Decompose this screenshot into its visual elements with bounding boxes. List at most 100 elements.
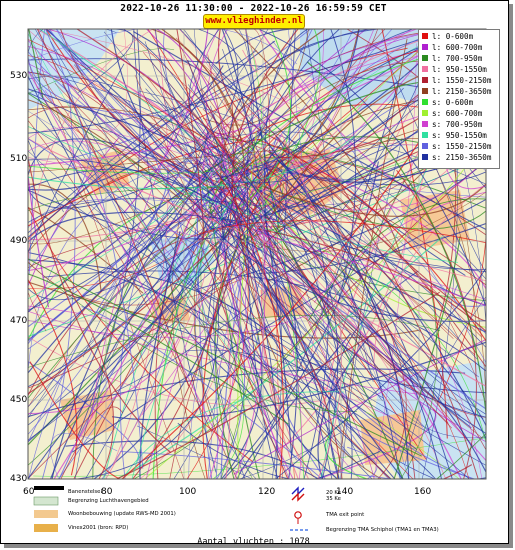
x-tick-label: 120 — [258, 487, 276, 497]
flight-track — [328, 270, 419, 479]
legend-label: s: 700-950m — [432, 120, 483, 129]
flight-track — [196, 233, 289, 479]
flight-track — [116, 291, 440, 479]
flight-track — [278, 29, 379, 220]
flight-corridor — [207, 54, 280, 425]
flight-track — [373, 183, 486, 365]
flight-track — [316, 464, 473, 479]
y-tick-label: 530 — [10, 71, 28, 81]
flight-corridor — [150, 116, 452, 429]
flight-track — [74, 302, 140, 479]
flight-track — [28, 156, 255, 374]
legend-swatch — [422, 154, 428, 160]
legend-swatch — [422, 88, 428, 94]
flight-track — [242, 29, 258, 73]
flight-corridor — [211, 64, 478, 360]
legend-item: l: 2150-3650m — [422, 86, 491, 97]
flight-track — [270, 29, 453, 193]
flight-track — [28, 197, 227, 223]
flight-track — [202, 153, 286, 479]
time-range-title: 2022-10-26 11:30:00 - 2022-10-26 16:59:5… — [120, 3, 387, 14]
flight-track — [216, 171, 284, 479]
flight-track — [28, 126, 458, 263]
flight-track — [186, 29, 393, 109]
legend-item: s: 2150-3650m — [422, 152, 491, 163]
flight-track — [28, 78, 64, 213]
flight-track — [263, 29, 309, 237]
flight-track — [276, 265, 486, 410]
flight-track — [60, 406, 124, 479]
legend-swatch — [422, 33, 428, 39]
flight-track — [264, 73, 479, 479]
flight-track — [46, 29, 472, 429]
flight-track — [248, 29, 321, 230]
flight-track — [299, 161, 486, 322]
plot-border — [27, 28, 487, 480]
flight-track — [28, 50, 257, 234]
flight-track — [177, 422, 486, 479]
flight-track — [28, 305, 410, 427]
flight-track — [28, 166, 464, 337]
runway-label: Banenstelsel — [68, 489, 102, 495]
flight-track — [28, 88, 230, 164]
flight-track — [28, 336, 322, 407]
legend-label: l: 600-700m — [432, 43, 483, 52]
legend-item: s: 0-600m — [422, 97, 473, 108]
flight-corridor — [98, 125, 483, 439]
flight-track — [207, 29, 340, 323]
flight-corridor — [184, 29, 413, 338]
flight-corridor — [202, 108, 476, 356]
legend-swatch — [422, 66, 428, 72]
flight-track — [114, 29, 441, 393]
flight-track — [258, 247, 343, 479]
flight-track — [28, 98, 368, 241]
flight-corridor — [179, 45, 355, 422]
ke20-label: 20 Ke — [326, 490, 341, 496]
flight-track — [381, 29, 448, 439]
flight-track — [365, 411, 460, 479]
flight-track — [34, 29, 231, 214]
y-tick-label: 430 — [10, 474, 28, 484]
noise-contour-icon — [291, 486, 305, 496]
tma-exit-icon — [294, 511, 302, 519]
legend-label: l: 1550-2150m — [432, 76, 492, 85]
flight-track — [28, 157, 172, 454]
flight-track — [313, 191, 486, 303]
flight-track — [28, 34, 434, 134]
flight-track — [208, 29, 417, 179]
flight-track — [400, 285, 438, 479]
legend-item: s: 950-1550m — [422, 130, 487, 141]
flight-track — [28, 70, 225, 452]
x-tick-label: 140 — [336, 487, 354, 497]
flight-track — [261, 183, 486, 217]
flight-track — [28, 206, 253, 462]
flight-track — [219, 29, 354, 197]
flight-track — [212, 162, 486, 230]
flight-track — [43, 29, 301, 109]
legend-item: l: 1550-2150m — [422, 75, 491, 86]
flight-corridor — [162, 96, 319, 391]
flight-track — [28, 261, 246, 306]
flight-track — [28, 33, 272, 408]
flight-track — [428, 433, 486, 479]
flight-track — [50, 433, 118, 479]
flight-track — [270, 200, 486, 450]
flight-track — [214, 207, 276, 479]
flight-track — [28, 29, 44, 98]
flight-track — [28, 51, 272, 238]
flight-track — [193, 215, 486, 300]
flight-track — [258, 232, 486, 307]
flight-track — [203, 160, 486, 281]
flight-track — [28, 273, 289, 425]
flight-corridor — [38, 70, 314, 478]
flight-track — [28, 146, 253, 479]
flight-track — [261, 226, 486, 444]
flight-corridor — [134, 74, 274, 389]
flight-track — [28, 149, 279, 173]
airport-boundary-label: Begrenzing Luchthavengebied — [68, 498, 149, 504]
legend-swatch — [422, 132, 428, 138]
flight-track — [105, 273, 206, 479]
flight-corridor — [150, 60, 414, 385]
legend-swatch — [422, 44, 428, 50]
flight-track — [186, 207, 249, 479]
